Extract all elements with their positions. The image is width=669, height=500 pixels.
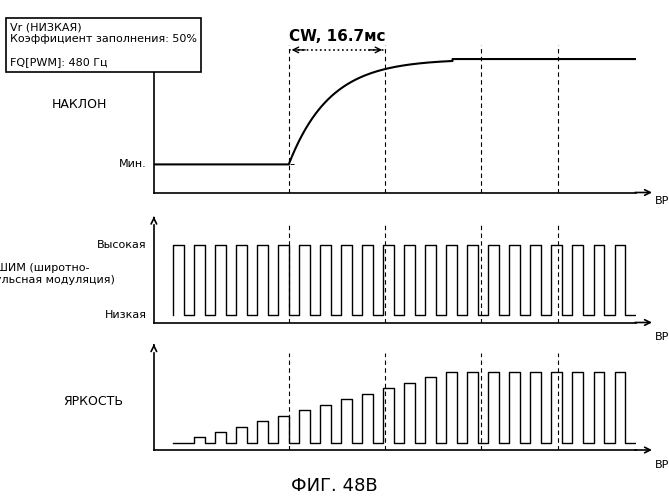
- Text: ФИГ. 48В: ФИГ. 48В: [291, 477, 378, 495]
- Text: CW, 16.7мс: CW, 16.7мс: [288, 30, 385, 44]
- Text: Мин.: Мин.: [119, 160, 147, 170]
- Text: НАКЛОН: НАКЛОН: [52, 98, 107, 110]
- Text: Макс.: Макс.: [114, 54, 147, 64]
- Text: ЯРКОСТЬ: ЯРКОСТЬ: [64, 395, 124, 408]
- Text: ШИМ (широтно-
импульсная модуляция): ШИМ (широтно- импульсная модуляция): [0, 263, 114, 284]
- Text: Высокая: Высокая: [97, 240, 147, 250]
- Text: Низкая: Низкая: [104, 310, 147, 320]
- Text: ВРЕМЯ: ВРЕМЯ: [655, 196, 669, 206]
- Text: ВРЕМЯ: ВРЕМЯ: [655, 332, 669, 342]
- Text: ВРЕМЯ: ВРЕМЯ: [655, 460, 669, 469]
- Text: Vr (НИЗКАЯ)
Коэффициент заполнения: 50%

FQ[PWM]: 480 Гц: Vr (НИЗКАЯ) Коэффициент заполнения: 50% …: [10, 22, 197, 68]
